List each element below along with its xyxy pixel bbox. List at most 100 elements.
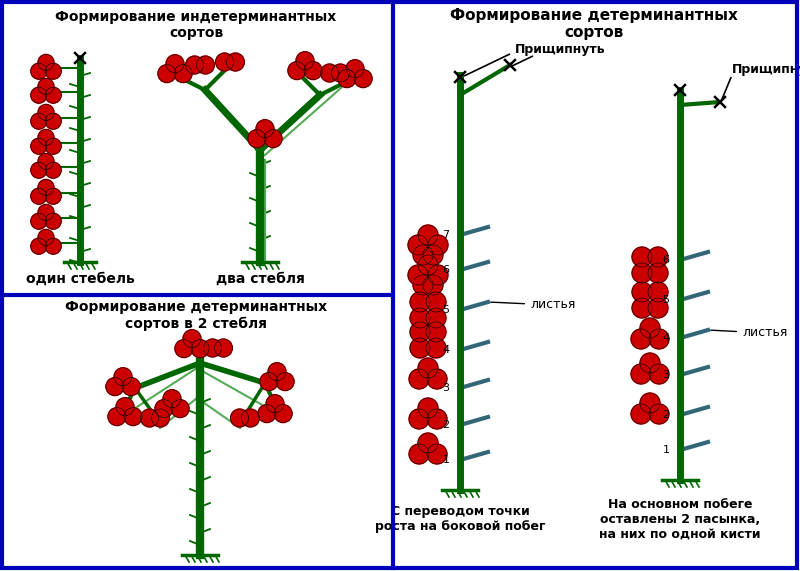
Circle shape — [248, 130, 266, 147]
Circle shape — [648, 282, 668, 302]
Circle shape — [648, 247, 668, 267]
Text: С переводом точки
роста на боковой побег: С переводом точки роста на боковой побег — [375, 505, 545, 533]
Circle shape — [410, 322, 430, 342]
Circle shape — [427, 444, 447, 464]
Circle shape — [171, 400, 189, 417]
Text: 7: 7 — [442, 230, 450, 240]
Text: На основном побеге
оставлены 2 пасынка,
на них по одной кисти: На основном побеге оставлены 2 пасынка, … — [599, 498, 761, 541]
Text: 5: 5 — [442, 305, 450, 315]
Circle shape — [648, 298, 668, 318]
Circle shape — [409, 409, 429, 429]
Circle shape — [38, 204, 54, 220]
Circle shape — [632, 263, 652, 283]
Circle shape — [226, 53, 245, 71]
Circle shape — [38, 230, 54, 246]
Circle shape — [410, 292, 430, 312]
Circle shape — [408, 235, 428, 255]
Text: Формирование детерминантных
сортов: Формирование детерминантных сортов — [450, 8, 738, 41]
Text: листья: листья — [490, 299, 575, 312]
Circle shape — [640, 353, 660, 373]
Circle shape — [106, 377, 124, 396]
Circle shape — [418, 398, 438, 418]
Circle shape — [122, 377, 140, 396]
Circle shape — [175, 340, 193, 357]
Circle shape — [214, 339, 233, 357]
Circle shape — [426, 322, 446, 342]
Circle shape — [418, 225, 438, 245]
Circle shape — [632, 298, 652, 318]
Text: 5: 5 — [662, 295, 670, 305]
Circle shape — [410, 338, 430, 358]
Circle shape — [423, 245, 443, 265]
Circle shape — [30, 113, 46, 129]
Circle shape — [45, 87, 61, 103]
Circle shape — [38, 154, 54, 170]
Text: 6: 6 — [662, 255, 670, 265]
Circle shape — [266, 395, 284, 413]
Circle shape — [649, 329, 669, 349]
Circle shape — [38, 130, 54, 146]
Circle shape — [114, 368, 132, 385]
Circle shape — [30, 87, 46, 103]
Circle shape — [166, 55, 184, 73]
Text: один стебель: один стебель — [26, 272, 134, 286]
Circle shape — [30, 63, 46, 79]
Circle shape — [38, 54, 54, 70]
Circle shape — [296, 52, 314, 70]
Circle shape — [158, 65, 176, 83]
Circle shape — [418, 358, 438, 378]
Circle shape — [631, 329, 651, 349]
Circle shape — [413, 245, 433, 265]
Circle shape — [427, 409, 447, 429]
Circle shape — [264, 130, 282, 147]
Circle shape — [632, 282, 652, 302]
Circle shape — [45, 213, 61, 229]
Circle shape — [216, 53, 234, 71]
Text: 6: 6 — [442, 265, 450, 275]
Text: 1: 1 — [442, 455, 450, 465]
Circle shape — [426, 292, 446, 312]
Circle shape — [38, 179, 54, 195]
Circle shape — [30, 238, 46, 254]
Circle shape — [186, 56, 203, 74]
Circle shape — [124, 408, 142, 425]
Text: листья: листья — [710, 327, 787, 340]
Circle shape — [409, 444, 429, 464]
Circle shape — [331, 64, 350, 82]
Circle shape — [649, 364, 669, 384]
Circle shape — [242, 409, 259, 427]
Circle shape — [30, 213, 46, 229]
Circle shape — [45, 162, 61, 178]
Circle shape — [423, 275, 443, 295]
Circle shape — [276, 373, 294, 391]
Circle shape — [274, 405, 292, 423]
Text: Формирование индетерминантных
сортов: Формирование индетерминантных сортов — [55, 10, 337, 40]
Circle shape — [30, 162, 46, 178]
Circle shape — [230, 409, 249, 427]
Text: Прищипнуть: Прищипнуть — [515, 43, 606, 57]
Text: 2: 2 — [662, 410, 670, 420]
Circle shape — [108, 408, 126, 425]
Circle shape — [151, 409, 170, 427]
Circle shape — [346, 60, 364, 78]
Circle shape — [426, 338, 446, 358]
Circle shape — [648, 263, 668, 283]
Circle shape — [632, 247, 652, 267]
Text: 1: 1 — [662, 445, 670, 455]
Circle shape — [45, 63, 61, 79]
Circle shape — [418, 255, 438, 275]
Circle shape — [141, 409, 158, 427]
Circle shape — [408, 265, 428, 285]
Circle shape — [418, 433, 438, 453]
Text: Формирование детерминантных
сортов в 2 стебля: Формирование детерминантных сортов в 2 с… — [65, 300, 327, 331]
Circle shape — [45, 113, 61, 129]
Circle shape — [321, 64, 338, 82]
Circle shape — [428, 235, 448, 255]
Circle shape — [640, 318, 660, 338]
Circle shape — [649, 404, 669, 424]
Text: 4: 4 — [662, 333, 670, 343]
Circle shape — [30, 188, 46, 204]
Circle shape — [631, 364, 651, 384]
Text: 2: 2 — [442, 420, 450, 430]
Circle shape — [45, 138, 61, 154]
